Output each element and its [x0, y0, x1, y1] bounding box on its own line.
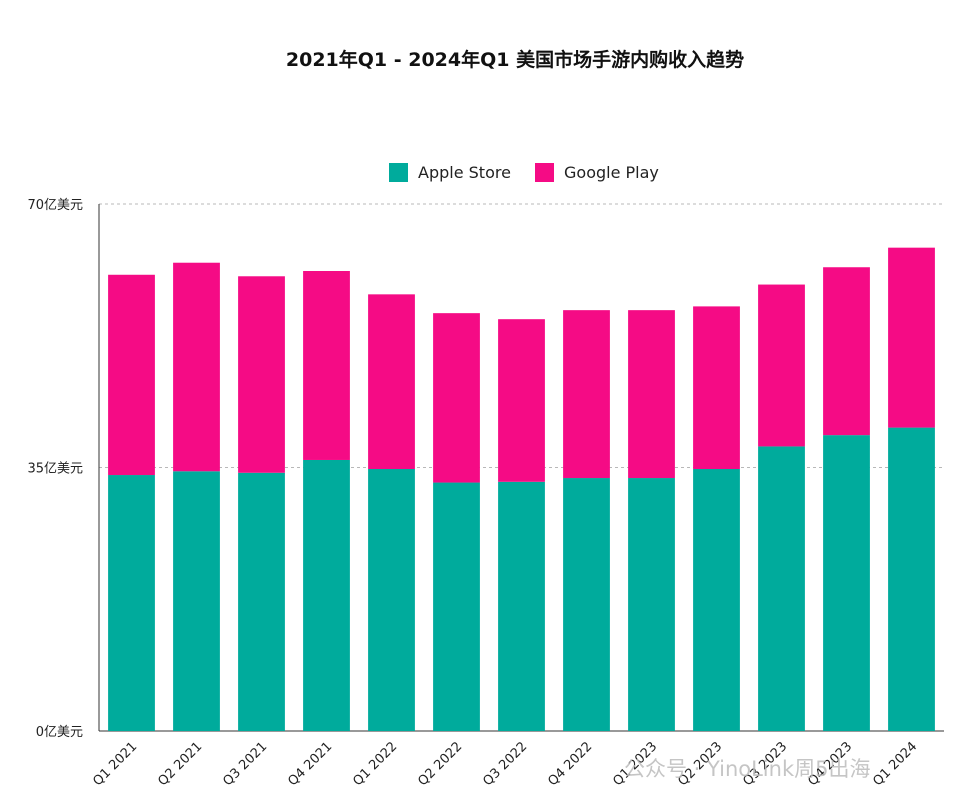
x-tick-label: Q3 2022 — [480, 739, 530, 789]
y-tick-label: 35亿美元 — [27, 462, 83, 477]
watermark-text: 公众号 · YinoLink周5出海 — [624, 757, 870, 781]
x-tick-label: Q4 2022 — [545, 739, 595, 789]
bar-google-play — [628, 310, 675, 479]
bar-google-play — [108, 274, 155, 476]
bar-apple-store — [758, 446, 805, 731]
y-tick-label: 70亿美元 — [27, 198, 83, 213]
bar-google-play — [888, 247, 935, 428]
bar-google-play — [563, 310, 610, 479]
bar-google-play — [693, 306, 740, 470]
bar-google-play — [433, 313, 480, 483]
bars — [108, 247, 935, 731]
legend-label: Apple Store — [418, 163, 511, 182]
bar-google-play — [498, 319, 545, 482]
bar-apple-store — [693, 469, 740, 731]
x-tick-label: Q2 2021 — [155, 739, 205, 789]
bar-apple-store — [433, 482, 480, 731]
legend-swatch — [535, 163, 554, 182]
bar-apple-store — [238, 472, 285, 731]
bar-apple-store — [108, 475, 155, 731]
x-tick-label: Q1 2021 — [90, 739, 140, 789]
x-tick-label: Q3 2021 — [220, 739, 270, 789]
bar-apple-store — [563, 478, 610, 731]
x-tick-label: Q2 2022 — [415, 739, 465, 789]
bar-google-play — [823, 267, 870, 436]
bar-apple-store — [888, 427, 935, 731]
y-axis: 0亿美元 35亿美元 70亿美元 — [27, 198, 944, 740]
bar-apple-store — [628, 478, 675, 731]
bar-apple-store — [823, 435, 870, 731]
x-tick-label: Q1 2022 — [350, 739, 400, 789]
x-tick-label: Q4 2021 — [285, 739, 335, 789]
x-tick-label: Q1 2024 — [870, 739, 920, 789]
bar-google-play — [758, 284, 805, 447]
bar-apple-store — [173, 471, 220, 731]
bar-google-play — [368, 294, 415, 470]
legend: Apple Store Google Play — [389, 163, 659, 182]
bar-apple-store — [303, 459, 350, 731]
legend-swatch — [389, 163, 408, 182]
y-tick-label: 0亿美元 — [36, 725, 83, 740]
bar-apple-store — [498, 481, 545, 731]
bar-google-play — [173, 262, 220, 472]
bar-google-play — [238, 276, 285, 473]
chart-title: 2021年Q1 - 2024年Q1 美国市场手游内购收入趋势 — [286, 48, 744, 71]
bar-google-play — [303, 271, 350, 460]
bar-apple-store — [368, 469, 415, 731]
legend-label: Google Play — [564, 163, 659, 182]
